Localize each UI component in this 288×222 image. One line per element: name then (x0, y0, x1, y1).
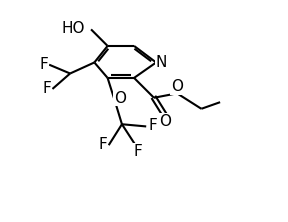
Text: F: F (148, 118, 157, 133)
Text: F: F (133, 144, 142, 159)
Text: HO: HO (61, 21, 85, 36)
Text: O: O (114, 91, 126, 106)
Text: O: O (171, 79, 183, 94)
Text: F: F (99, 137, 107, 152)
Text: N: N (155, 55, 167, 69)
Text: O: O (159, 114, 171, 129)
Text: F: F (39, 57, 48, 71)
Text: F: F (43, 81, 51, 96)
